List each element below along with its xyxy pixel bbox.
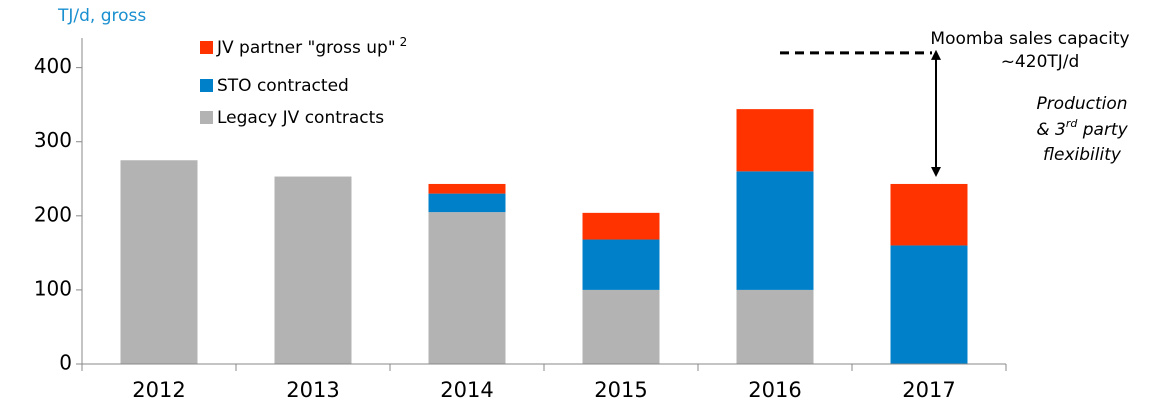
y-tick-label: 200: [34, 202, 72, 226]
legend-name: JV partner "gross up": [216, 38, 396, 58]
bar-segment: [736, 171, 814, 290]
bar-segment: [890, 245, 968, 364]
bar-segment: [582, 239, 660, 290]
y-tick-label: 0: [59, 351, 72, 375]
legend-swatch: [200, 79, 213, 92]
legend-label: STO contracted: [217, 76, 349, 96]
y-tick-label: 300: [34, 128, 72, 152]
bar-segment: [428, 193, 506, 213]
bar-segment: [120, 160, 198, 364]
x-tick-label: 2017: [902, 378, 955, 402]
legend-name: STO contracted: [217, 76, 349, 96]
bar-segment: [736, 109, 814, 172]
flexibility-note: & 3rd party: [1036, 117, 1128, 140]
legend-label: Legacy JV contracts: [217, 108, 384, 128]
x-tick-label: 2013: [286, 378, 339, 402]
x-tick-label: 2012: [132, 378, 185, 402]
note-part: party: [1077, 120, 1128, 140]
flexibility-note: Production: [1036, 94, 1127, 114]
legend-swatch: [200, 111, 213, 124]
bar-segment: [428, 183, 506, 194]
legend-swatch: [200, 41, 213, 54]
capacity-label: Moomba sales capacity: [930, 29, 1129, 49]
x-tick-label: 2016: [748, 378, 801, 402]
note-part: & 3: [1036, 120, 1065, 140]
legend-name: Legacy JV contracts: [217, 108, 384, 128]
x-tick-label: 2015: [594, 378, 647, 402]
y-tick-label: 100: [34, 276, 72, 300]
legend-label: JV partner "gross up" 2: [216, 35, 407, 59]
bar-segment: [428, 212, 506, 364]
bar-segment: [274, 176, 352, 364]
y-tick-label: 400: [34, 54, 72, 78]
bar-segment: [582, 212, 660, 240]
y-axis-label: TJ/d, gross: [57, 6, 146, 26]
legend-footnote: 2: [400, 35, 408, 49]
flexibility-note: flexibility: [1043, 145, 1122, 165]
bar-segment: [736, 289, 814, 364]
note-superscript: rd: [1066, 117, 1079, 130]
bar-segment: [890, 183, 968, 246]
capacity-label: ~420TJ/d: [1001, 52, 1080, 72]
x-tick-label: 2014: [440, 378, 493, 402]
bar-segment: [582, 289, 660, 364]
